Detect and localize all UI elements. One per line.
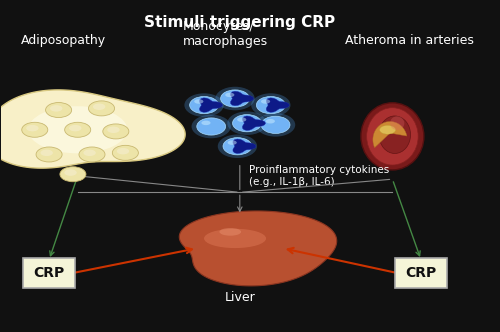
Ellipse shape — [256, 113, 295, 136]
Ellipse shape — [79, 147, 105, 162]
Ellipse shape — [28, 106, 128, 153]
Ellipse shape — [46, 103, 72, 118]
Ellipse shape — [40, 150, 53, 156]
Ellipse shape — [237, 117, 246, 122]
Ellipse shape — [220, 90, 250, 107]
Ellipse shape — [60, 167, 86, 182]
Ellipse shape — [261, 99, 270, 104]
Ellipse shape — [112, 145, 138, 160]
Ellipse shape — [256, 97, 285, 114]
Polygon shape — [200, 98, 222, 112]
Ellipse shape — [192, 115, 231, 138]
Polygon shape — [242, 116, 266, 130]
Ellipse shape — [390, 116, 404, 130]
FancyBboxPatch shape — [23, 258, 76, 288]
Ellipse shape — [218, 134, 257, 158]
Ellipse shape — [366, 108, 418, 165]
FancyBboxPatch shape — [395, 258, 447, 288]
Polygon shape — [0, 90, 185, 168]
Ellipse shape — [103, 124, 129, 139]
Ellipse shape — [22, 122, 48, 137]
Ellipse shape — [251, 93, 290, 117]
Ellipse shape — [228, 140, 237, 145]
Polygon shape — [266, 98, 289, 112]
Text: Adiposopathy: Adiposopathy — [20, 35, 105, 47]
Ellipse shape — [225, 93, 234, 97]
Ellipse shape — [361, 103, 424, 170]
Ellipse shape — [88, 101, 115, 116]
Ellipse shape — [64, 122, 90, 137]
Ellipse shape — [117, 148, 129, 154]
Ellipse shape — [216, 87, 254, 110]
Ellipse shape — [184, 93, 224, 117]
Ellipse shape — [202, 121, 210, 125]
Text: Monocytes/
macrophages: Monocytes/ macrophages — [182, 20, 268, 48]
Ellipse shape — [197, 118, 226, 135]
Ellipse shape — [36, 147, 62, 162]
Ellipse shape — [379, 116, 410, 153]
Polygon shape — [373, 122, 407, 148]
Ellipse shape — [84, 150, 96, 156]
Ellipse shape — [69, 125, 82, 131]
Polygon shape — [180, 211, 336, 286]
Text: Atheroma in arteries: Atheroma in arteries — [344, 35, 474, 47]
Ellipse shape — [107, 126, 120, 133]
Ellipse shape — [266, 119, 275, 124]
Ellipse shape — [228, 112, 266, 135]
Ellipse shape — [50, 105, 62, 112]
Text: CRP: CRP — [406, 266, 436, 280]
Ellipse shape — [261, 116, 290, 133]
Ellipse shape — [232, 115, 262, 132]
Ellipse shape — [26, 125, 38, 131]
Ellipse shape — [93, 104, 106, 110]
Ellipse shape — [380, 125, 396, 134]
Ellipse shape — [64, 169, 76, 176]
Polygon shape — [233, 139, 256, 153]
Polygon shape — [230, 91, 254, 106]
Ellipse shape — [194, 99, 203, 104]
Ellipse shape — [204, 229, 266, 248]
Ellipse shape — [220, 228, 241, 236]
Text: CRP: CRP — [34, 266, 64, 280]
Text: Proinflammatory cytokines
(e.g., IL-1β, IL-6): Proinflammatory cytokines (e.g., IL-1β, … — [250, 165, 390, 187]
Text: Stimuli triggering CRP: Stimuli triggering CRP — [144, 15, 336, 30]
Ellipse shape — [223, 138, 252, 155]
Text: Liver: Liver — [224, 291, 255, 304]
Ellipse shape — [190, 97, 218, 114]
